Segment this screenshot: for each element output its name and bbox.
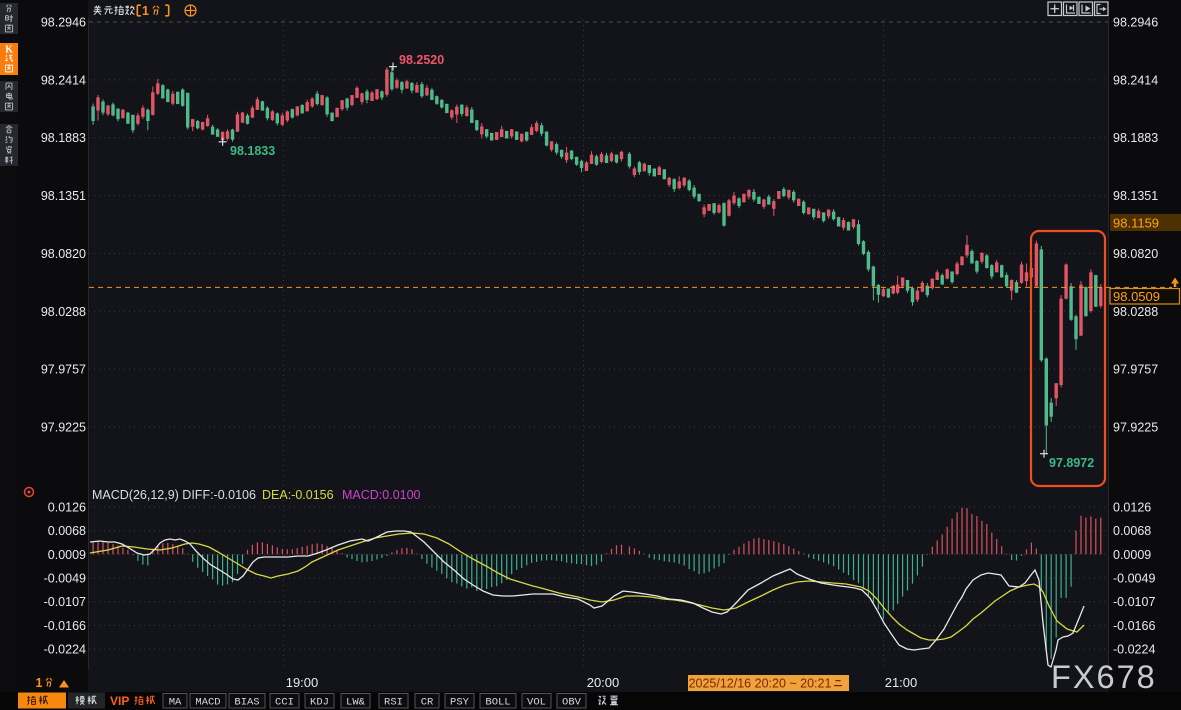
svg-text:CCI: CCI: [275, 697, 294, 709]
svg-text:KDJ: KDJ: [310, 697, 329, 709]
svg-text:98.0509: 98.0509: [1113, 289, 1160, 304]
svg-text:0.0126: 0.0126: [48, 501, 86, 515]
svg-text:97.8972: 97.8972: [1049, 456, 1094, 470]
svg-text:FX678: FX678: [1051, 659, 1157, 695]
svg-text:-0.0224: -0.0224: [44, 643, 86, 657]
svg-text:97.9225: 97.9225: [41, 421, 86, 435]
svg-text:-0.0107: -0.0107: [44, 595, 86, 609]
svg-text:LW&: LW&: [346, 697, 366, 709]
svg-text:-0.0107: -0.0107: [1113, 595, 1155, 609]
svg-text:1: 1: [36, 676, 43, 690]
svg-text:PSY: PSY: [450, 697, 470, 709]
svg-text:98.1351: 98.1351: [1113, 189, 1158, 203]
svg-text:98.1883: 98.1883: [41, 131, 86, 145]
svg-text:98.0288: 98.0288: [41, 305, 86, 319]
svg-text:CR: CR: [421, 697, 434, 709]
svg-text:-0.0166: -0.0166: [44, 619, 86, 633]
svg-text:-0.0049: -0.0049: [1113, 572, 1155, 586]
svg-text:97.9757: 97.9757: [1113, 363, 1158, 377]
svg-text:0.0009: 0.0009: [48, 548, 86, 562]
svg-text:98.2414: 98.2414: [1113, 73, 1158, 87]
svg-text:20:00: 20:00: [587, 675, 620, 690]
svg-text:K: K: [5, 45, 13, 56]
svg-text:-0.0224: -0.0224: [1113, 643, 1155, 657]
svg-text:98.1883: 98.1883: [1113, 131, 1158, 145]
svg-text:VIP: VIP: [110, 694, 129, 708]
svg-text:98.0288: 98.0288: [1113, 305, 1158, 319]
svg-text:98.0820: 98.0820: [41, 247, 86, 261]
svg-text:0.0009: 0.0009: [1113, 548, 1151, 562]
svg-text:MA: MA: [169, 697, 182, 709]
svg-text:0.0126: 0.0126: [1113, 501, 1151, 515]
svg-text:98.2946: 98.2946: [41, 16, 86, 30]
svg-text:-0.0166: -0.0166: [1113, 619, 1155, 633]
svg-text:98.0820: 98.0820: [1113, 247, 1158, 261]
svg-text:98.2520: 98.2520: [399, 53, 444, 67]
svg-text:MACD:0.0100: MACD:0.0100: [342, 488, 421, 502]
svg-text:BIAS: BIAS: [234, 697, 259, 709]
svg-text:98.1351: 98.1351: [41, 189, 86, 203]
svg-text:97.9757: 97.9757: [41, 363, 86, 377]
svg-text:-0.0049: -0.0049: [44, 572, 86, 586]
svg-text:21:00: 21:00: [885, 675, 918, 690]
svg-text:1: 1: [142, 4, 149, 18]
svg-text:98.1833: 98.1833: [230, 144, 275, 158]
svg-text:98.2946: 98.2946: [1113, 16, 1158, 30]
svg-text:0.0068: 0.0068: [1113, 524, 1151, 538]
svg-text:MACD(26,12,9) DIFF:-0.0106: MACD(26,12,9) DIFF:-0.0106: [92, 488, 256, 502]
svg-text:MACD: MACD: [195, 697, 220, 709]
svg-text:BOLL: BOLL: [485, 697, 510, 709]
svg-text:DEA:-0.0156: DEA:-0.0156: [262, 488, 334, 502]
svg-text:98.2414: 98.2414: [41, 73, 86, 87]
svg-text:OBV: OBV: [562, 697, 582, 709]
svg-text:97.9225: 97.9225: [1113, 421, 1158, 435]
svg-text:19:00: 19:00: [286, 675, 319, 690]
svg-text:VOL: VOL: [527, 697, 546, 709]
svg-text:2025/12/16 20:20 ~ 20:21: 2025/12/16 20:20 ~ 20:21: [689, 677, 832, 691]
svg-text:0.0068: 0.0068: [48, 524, 86, 538]
svg-text:RSI: RSI: [384, 697, 403, 709]
svg-text:98.1159: 98.1159: [1113, 216, 1159, 231]
